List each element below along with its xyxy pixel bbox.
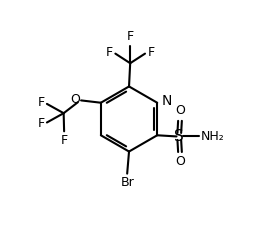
Text: Br: Br — [121, 176, 135, 189]
Text: F: F — [61, 134, 68, 147]
Text: F: F — [147, 46, 154, 59]
Text: S: S — [174, 129, 184, 144]
Text: F: F — [38, 117, 45, 130]
Text: O: O — [175, 104, 185, 117]
Text: O: O — [175, 155, 185, 169]
Text: F: F — [38, 96, 45, 109]
Text: O: O — [70, 93, 80, 106]
Text: F: F — [127, 30, 134, 43]
Text: NH₂: NH₂ — [201, 130, 225, 143]
Text: F: F — [106, 46, 113, 59]
Text: N: N — [161, 94, 172, 108]
